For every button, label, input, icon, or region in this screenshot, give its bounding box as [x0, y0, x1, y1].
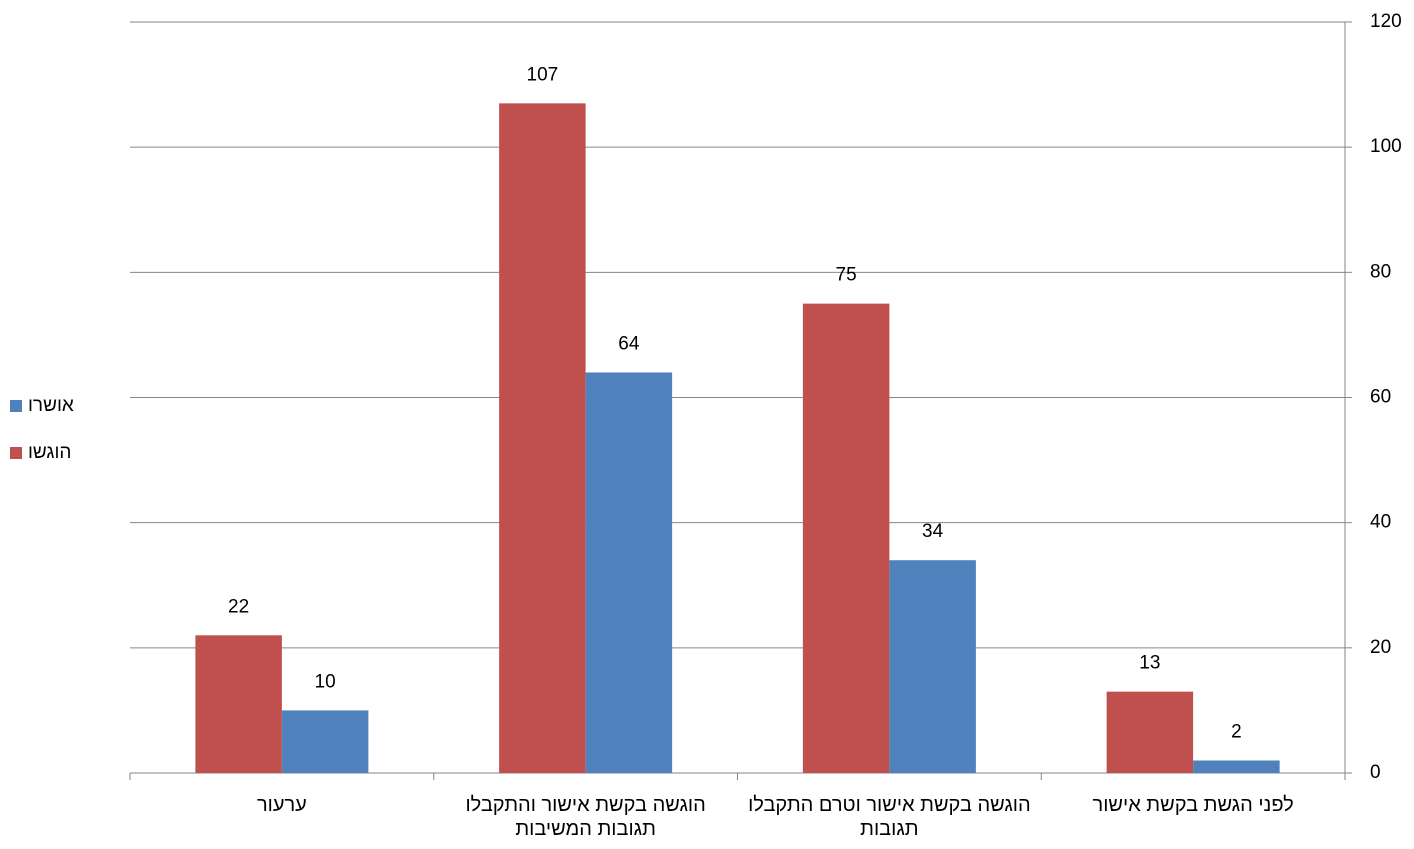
legend-label: אושרו	[28, 395, 74, 416]
bar	[1106, 691, 1194, 773]
data-label: 75	[836, 265, 857, 286]
bar	[802, 303, 890, 773]
data-label: 10	[315, 671, 336, 692]
y-tick-label: 120	[1370, 11, 1402, 32]
bar	[585, 372, 673, 773]
y-tick-label: 40	[1370, 512, 1391, 533]
bar	[499, 103, 586, 773]
legend-swatch	[10, 400, 22, 412]
x-tick-label: הוגשה בקשת אישור והתקבלו תגובות המשיבות	[465, 794, 706, 840]
data-label: 2	[1231, 721, 1242, 742]
y-tick-label: 0	[1370, 762, 1381, 783]
data-label: 22	[228, 596, 249, 617]
legend-swatch	[10, 447, 22, 459]
bar	[195, 635, 282, 773]
x-tick-label: הוגשה בקשת אישור וטרם התקבלו תגובות	[748, 794, 1031, 840]
legend-label: הוגשו	[28, 442, 71, 463]
bar	[889, 560, 976, 773]
data-label: 107	[527, 64, 559, 85]
x-tick-label: ערעור	[256, 794, 307, 816]
y-tick-label: 20	[1370, 637, 1391, 658]
x-tick-label: לפני הגשת בקשת אישור	[1092, 794, 1294, 816]
bar	[1193, 760, 1280, 773]
bar	[281, 710, 369, 773]
data-label: 34	[922, 521, 944, 542]
y-tick-label: 100	[1370, 136, 1402, 157]
data-label: 64	[618, 333, 640, 354]
y-tick-label: 80	[1370, 261, 1391, 282]
y-tick-label: 60	[1370, 387, 1391, 408]
data-label: 13	[1139, 653, 1160, 674]
